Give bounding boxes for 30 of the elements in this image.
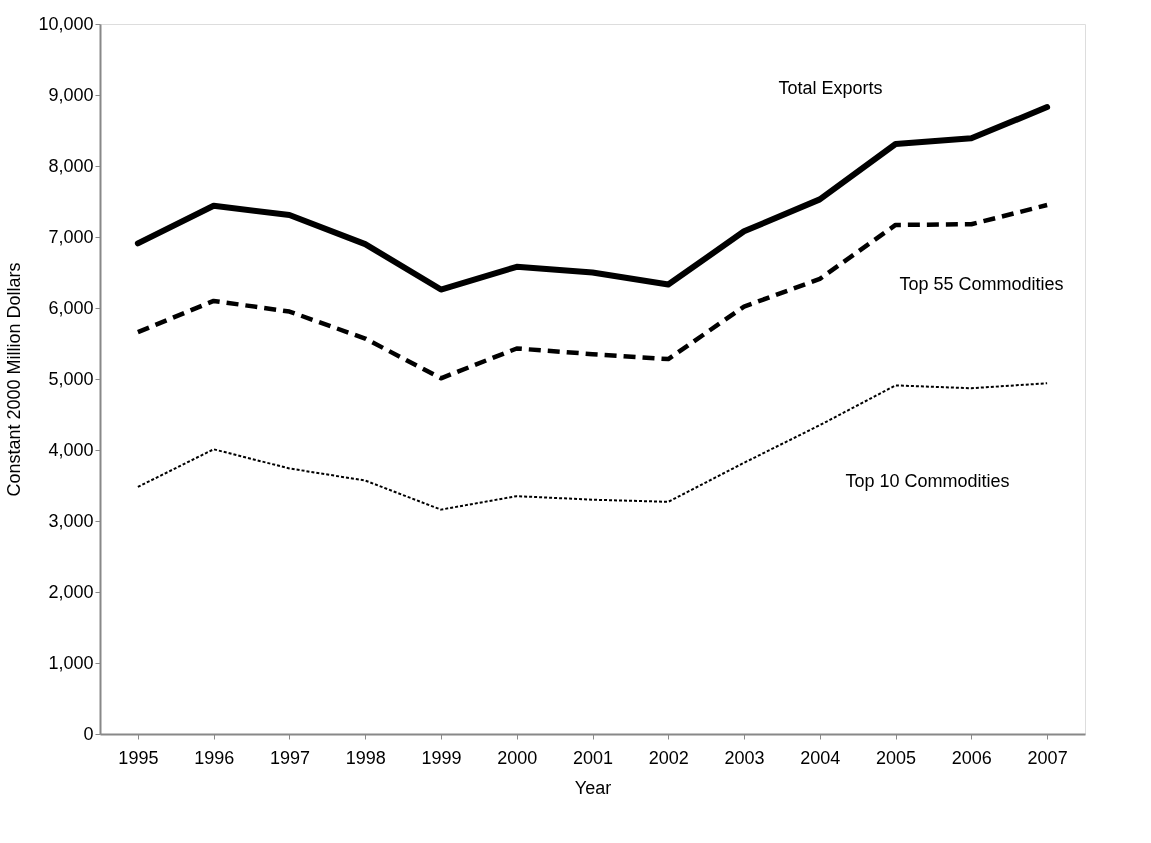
x-tick-label: 2000 xyxy=(497,747,538,768)
line-series xyxy=(136,382,1049,511)
y-tick-label: 4,000 xyxy=(48,439,94,460)
x-tick-label: 2007 xyxy=(1027,747,1068,768)
x-tick-label: 2004 xyxy=(800,747,841,768)
y-tick-label: 3,000 xyxy=(48,510,94,531)
x-axis-title: Year xyxy=(574,777,612,798)
y-tick-label: 10,000 xyxy=(38,13,94,34)
x-tick-label: 2005 xyxy=(876,747,917,768)
x-tick-label: 2003 xyxy=(724,747,765,768)
x-tick-label: 1999 xyxy=(421,747,462,768)
y-tick-label: 5,000 xyxy=(48,368,94,389)
y-tick-label: 9,000 xyxy=(48,84,94,105)
y-tick-label: 2,000 xyxy=(48,581,94,602)
x-tick-label: 1996 xyxy=(194,747,235,768)
text: Total Exports xyxy=(778,77,883,98)
x-tick-label: 2002 xyxy=(648,747,689,768)
y-tick-label: 7,000 xyxy=(48,226,94,247)
y-tick-label: 8,000 xyxy=(48,155,94,176)
x-tick-label: 1998 xyxy=(345,747,386,768)
x-tick-label: 2001 xyxy=(572,747,614,768)
y-axis-title: Constant 2000 Million Dollars xyxy=(4,262,25,497)
y-tick-label: 1,000 xyxy=(48,652,94,673)
y-tick-label: 6,000 xyxy=(48,297,94,318)
x-tick-label: 2006 xyxy=(951,747,992,768)
x-tick-label: 1995 xyxy=(118,747,159,768)
y-tick-label: 0 xyxy=(83,723,94,744)
text: Top 55 Commodities xyxy=(899,273,1064,294)
x-tick-label: 1997 xyxy=(269,747,310,768)
text: Top 10 Commodities xyxy=(845,471,1010,492)
